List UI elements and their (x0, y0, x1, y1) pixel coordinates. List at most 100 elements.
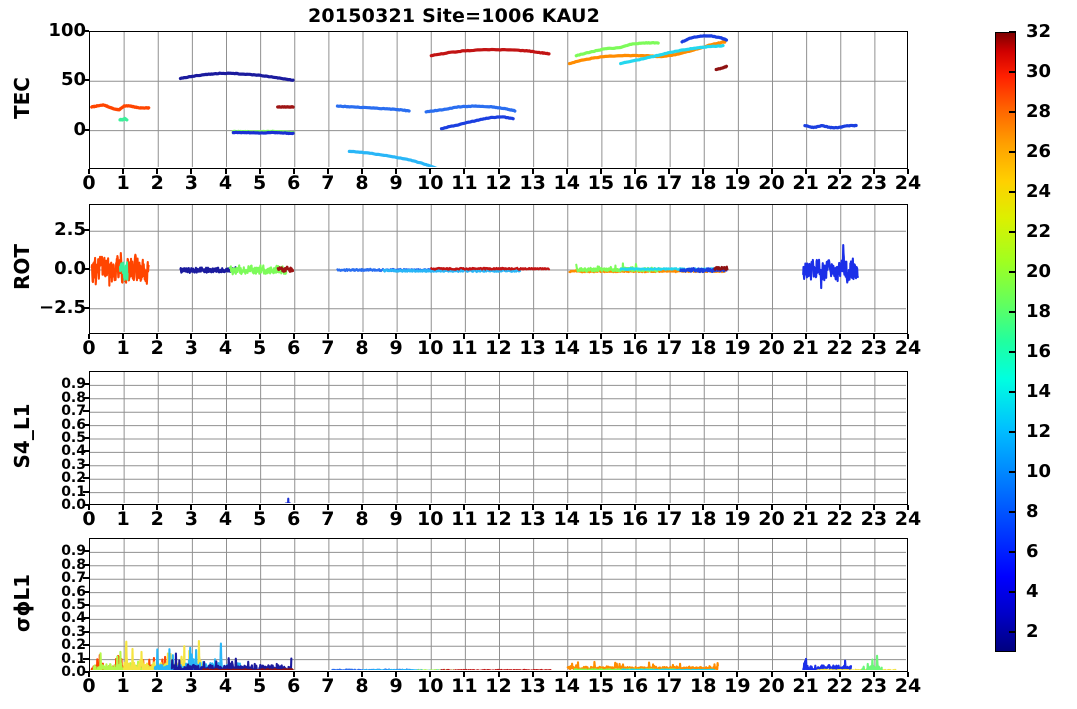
x-tick-mark (531, 169, 534, 174)
x-tick-label: 20 (758, 337, 785, 359)
x-tick-mark (292, 169, 295, 174)
x-tick-label: 1 (116, 337, 130, 359)
data-trace-prn-7 (424, 104, 517, 114)
x-tick-label: 23 (860, 172, 888, 194)
x-tick-mark (326, 505, 329, 510)
x-tick-label: 14 (553, 172, 580, 194)
data-trace-prn-30 (429, 47, 551, 58)
x-tick-label: 7 (321, 337, 335, 359)
x-tick-mark (88, 505, 90, 510)
x-tick-mark (804, 169, 807, 174)
x-tick-mark (770, 672, 773, 677)
y-tick-label: 2.5 (54, 219, 86, 241)
x-tick-label: 9 (389, 508, 403, 530)
x-tick-label: 5 (253, 337, 267, 359)
colorbar-tick-mark (1009, 31, 1016, 33)
y-tick-label: 0 (73, 118, 86, 140)
x-tick-mark (668, 672, 671, 677)
x-tick-mark (599, 505, 602, 510)
x-tick-label: 24 (894, 508, 922, 530)
x-tick-mark (88, 672, 90, 677)
colorbar-tick-label: 4 (1026, 581, 1039, 602)
colorbar-tick-mark (1009, 351, 1016, 353)
plot-canvas (90, 539, 906, 670)
x-tick-label: 15 (587, 675, 615, 697)
x-tick-mark (565, 334, 568, 339)
y-tick-label: −2.5 (39, 296, 86, 318)
data-trace-prn-6 (803, 123, 858, 130)
x-tick-mark (463, 334, 466, 339)
x-tick-label: 17 (655, 172, 683, 194)
x-tick-mark (88, 334, 90, 339)
x-tick-mark (497, 672, 500, 677)
x-tick-label: 21 (792, 675, 819, 697)
y-tick-mark (83, 577, 89, 580)
x-tick-mark (634, 672, 636, 677)
y-tick-mark (83, 423, 89, 426)
x-tick-label: 18 (690, 337, 717, 359)
colorbar-tick-label: 8 (1026, 501, 1039, 522)
data-trace-prn-4 (231, 130, 295, 136)
x-tick-mark (668, 334, 671, 339)
y-tick-mark (83, 550, 89, 553)
y-tick-mark (83, 79, 89, 82)
x-tick-label: 10 (417, 172, 444, 194)
data-trace-prn-31 (201, 668, 295, 670)
x-tick-label: 4 (218, 675, 233, 697)
x-tick-mark (395, 672, 398, 677)
colorbar-tick-label: 18 (1026, 301, 1052, 322)
x-tick-mark (463, 672, 466, 677)
x-tick-label: 9 (389, 337, 403, 359)
x-tick-mark (224, 505, 227, 510)
x-tick-label: 21 (792, 508, 819, 530)
x-tick-label: 16 (621, 675, 649, 697)
x-tick-label: 2 (150, 508, 164, 530)
x-tick-mark (668, 169, 671, 174)
x-tick-label: 2 (150, 337, 164, 359)
x-tick-label: 15 (587, 172, 615, 194)
y-tick-mark (83, 477, 89, 480)
x-tick-mark (395, 505, 398, 510)
colorbar-tick-mark (1009, 71, 1016, 73)
y-tick-mark (83, 644, 89, 647)
x-tick-label: 0 (82, 337, 96, 359)
x-tick-mark (702, 334, 705, 339)
x-tick-label: 15 (587, 508, 615, 530)
x-tick-label: 1 (116, 508, 130, 530)
x-tick-label: 11 (451, 675, 478, 697)
y-tick-label: 0.5 (61, 597, 86, 613)
x-tick-mark (531, 505, 534, 510)
plot-canvas (90, 205, 906, 332)
x-tick-label: 3 (184, 172, 198, 194)
x-tick-label: 3 (184, 675, 198, 697)
y-tick-label: 0.7 (61, 570, 86, 587)
x-tick-label: 5 (253, 172, 267, 194)
x-tick-label: 6 (287, 172, 301, 194)
x-tick-label: 0 (82, 675, 96, 697)
x-tick-mark (122, 672, 125, 677)
x-tick-mark (634, 334, 636, 339)
x-tick-mark (224, 672, 227, 677)
colorbar-tick-label: 24 (1026, 181, 1052, 202)
x-tick-mark (634, 169, 636, 174)
plot-panel-S4L1 (89, 371, 908, 505)
data-trace-prn-6 (802, 244, 859, 290)
y-tick-label: 0.6 (61, 416, 86, 433)
y-tick-mark (83, 306, 89, 309)
x-tick-mark (429, 505, 432, 510)
x-tick-mark (907, 334, 909, 339)
x-tick-mark (361, 334, 363, 339)
x-tick-mark (224, 334, 227, 339)
x-tick-label: 8 (355, 172, 369, 194)
colorbar-tick-mark (1009, 311, 1016, 313)
x-tick-label: 14 (553, 508, 580, 530)
colorbar-tick-label: 16 (1026, 341, 1052, 362)
x-tick-label: 16 (621, 508, 649, 530)
x-tick-label: 22 (826, 337, 853, 359)
x-tick-label: 4 (218, 337, 233, 359)
colorbar-tick-mark (1009, 591, 1016, 593)
x-tick-mark (258, 672, 261, 677)
x-tick-label: 10 (417, 337, 444, 359)
x-tick-mark (395, 334, 398, 339)
x-tick-label: 2 (150, 675, 164, 697)
